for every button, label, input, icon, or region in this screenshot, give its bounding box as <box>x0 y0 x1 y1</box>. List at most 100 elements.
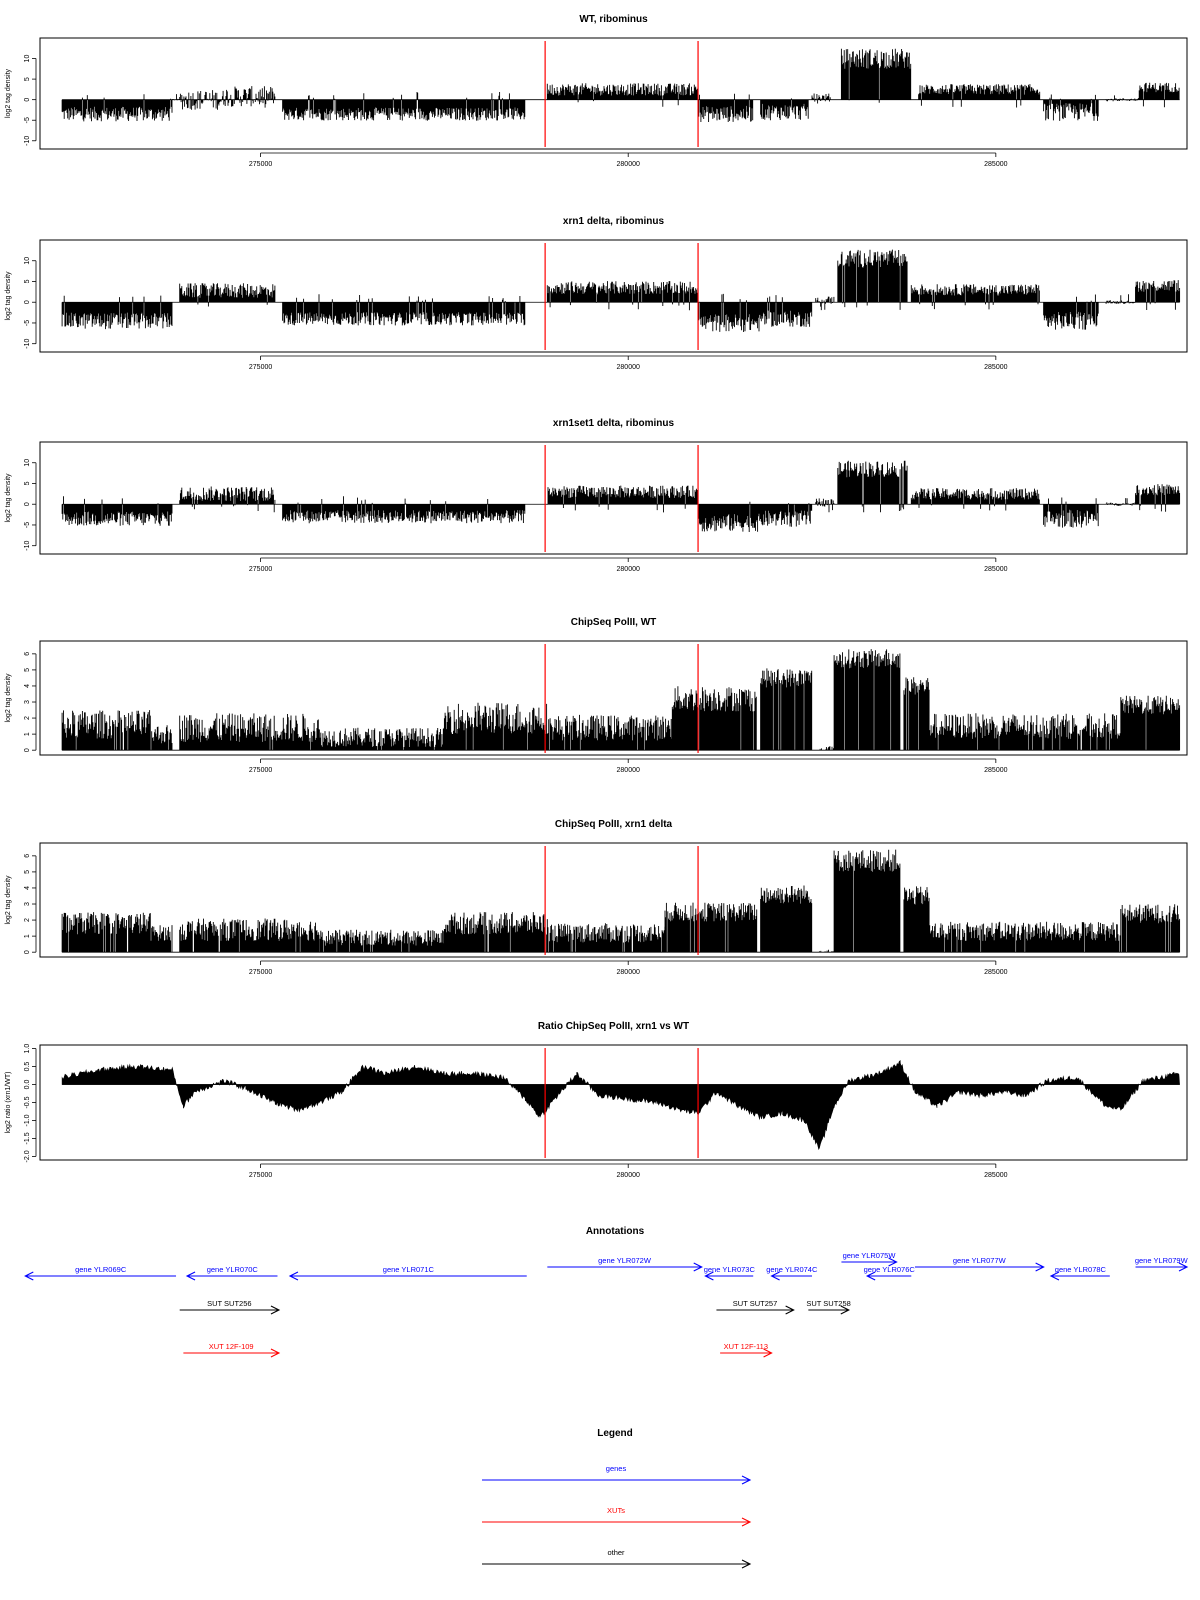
y-axis-label: log2 tag density <box>5 875 12 925</box>
signal-bars <box>61 249 1181 332</box>
x-tick-label: 280000 <box>617 566 640 573</box>
annotation-label: SUT SUT258 <box>806 1299 850 1308</box>
annotation-label: SUT SUT256 <box>207 1299 251 1308</box>
annotation-genes: gene YLR071C <box>288 1265 527 1281</box>
annotation-label: gene YLR079W <box>1135 1256 1189 1265</box>
signal-data <box>61 849 1181 953</box>
x-tick-label: 275000 <box>249 969 272 976</box>
y-axis-label: log2 tag density <box>5 271 12 321</box>
y-tick-label: 5 <box>24 870 31 874</box>
y-tick-label: 0 <box>24 748 31 752</box>
plot-frame <box>39 640 1188 756</box>
y-tick-label: 0 <box>24 300 31 304</box>
y-tick-label: 4 <box>24 886 31 890</box>
plot-frame <box>39 37 1188 150</box>
legend-arrow-head <box>741 1475 752 1485</box>
signal-data <box>61 1059 1180 1150</box>
annotation-arrow-head <box>865 1271 876 1281</box>
legend-arrow-head <box>741 1559 752 1569</box>
y-tick-label: -5 <box>24 320 31 326</box>
x-tick-label: 275000 <box>249 1172 272 1179</box>
y-tick-label: -2.0 <box>24 1150 31 1162</box>
annotation-genes: gene YLR079W <box>1135 1256 1189 1272</box>
annotation-arrow-head <box>785 1305 795 1315</box>
annotation-arrow-head <box>840 1305 851 1315</box>
signal-data <box>61 48 1180 122</box>
y-tick-label: 6 <box>24 854 31 858</box>
signal-bars <box>61 849 1181 953</box>
y-tick-label: 5 <box>24 279 31 283</box>
track-panel-4: ChipSeq PolII, WT log2 tag density 0 1 2 3 4 5 6… <box>5 617 1188 774</box>
annotation-genes: gene YLR077W <box>914 1256 1045 1272</box>
panel-title: Ratio ChipSeq PolII, xrn1 vs WT <box>538 1021 689 1032</box>
annotation-label: gene YLR072W <box>598 1256 652 1265</box>
signal-bars <box>61 48 1180 122</box>
annotations-title: Annotations <box>586 1226 645 1237</box>
x-tick-label: 285000 <box>984 364 1007 371</box>
annotation-genes: gene YLR074C <box>766 1265 818 1281</box>
y-tick-label: 1 <box>24 732 31 736</box>
signal-data <box>61 460 1181 532</box>
y-tick-label: 5 <box>24 668 31 672</box>
annotation-other: SUT SUT257 <box>716 1299 795 1315</box>
x-tick-label: 275000 <box>249 161 272 168</box>
ratio-area <box>61 1059 1180 1150</box>
x-tick-label: 280000 <box>617 969 640 976</box>
annotation-arrow-head <box>270 1305 281 1315</box>
y-tick-label: -10 <box>24 339 31 349</box>
annotation-arrow-head <box>288 1271 299 1281</box>
annotation-label: XUT 12F-113 <box>724 1342 768 1351</box>
annotation-arrow-head <box>24 1271 34 1281</box>
plot-frame <box>39 1044 1188 1161</box>
panel-title: xrn1set1 delta, ribominus <box>553 418 675 429</box>
y-axis-label: log2 tag density <box>5 673 12 723</box>
annotation-genes: gene YLR073C <box>704 1265 755 1281</box>
annotation-label: gene YLR076C <box>864 1265 916 1274</box>
annotation-arrow-head <box>1049 1271 1060 1281</box>
annotation-arrow-head <box>770 1271 780 1281</box>
panel-title: ChipSeq PolII, xrn1 delta <box>555 819 673 830</box>
y-tick-label: 1.0 <box>24 1044 31 1054</box>
y-tick-label: -1.5 <box>24 1132 31 1144</box>
legend-title: Legend <box>597 1428 633 1439</box>
panel-title: WT, ribominus <box>579 14 648 25</box>
legend-item-other: other <box>482 1548 752 1569</box>
y-tick-label: 1 <box>24 934 31 938</box>
track-panel-2: xrn1 delta, ribominus log2 tag density -10… <box>5 216 1188 371</box>
y-tick-label: 10 <box>24 55 31 63</box>
x-tick-label: 285000 <box>984 969 1007 976</box>
annotation-arrow-head <box>704 1271 714 1281</box>
y-tick-label: -10 <box>24 136 31 146</box>
annotation-label: gene YLR077W <box>953 1256 1007 1265</box>
annotation-label: XUT 12F-109 <box>209 1342 254 1351</box>
annotation-label: gene YLR069C <box>75 1265 127 1274</box>
annotation-genes: gene YLR076C <box>864 1265 916 1281</box>
annotation-xuts: XUT 12F-109 <box>183 1342 281 1358</box>
y-tick-label: 5 <box>24 481 31 485</box>
annotation-label: gene YLR070C <box>207 1265 259 1274</box>
legend-label: genes <box>606 1464 627 1473</box>
annotation-other: SUT SUT256 <box>179 1299 281 1315</box>
legend-label: XUTs <box>607 1506 625 1515</box>
x-tick-label: 285000 <box>984 161 1007 168</box>
y-tick-label: 0.5 <box>24 1062 31 1072</box>
y-tick-label: -5 <box>24 522 31 528</box>
y-tick-label: 0 <box>24 98 31 102</box>
plot-frame <box>39 842 1188 958</box>
y-tick-label: 5 <box>24 77 31 81</box>
y-tick-label: -0.5 <box>24 1096 31 1108</box>
y-tick-label: 3 <box>24 700 31 704</box>
signal-bars <box>61 460 1181 532</box>
annotation-genes: gene YLR069C <box>24 1265 177 1281</box>
y-axis-label: log2 tag density <box>5 473 12 523</box>
annotation-arrow-head <box>1178 1262 1189 1272</box>
y-tick-label: 2 <box>24 918 31 922</box>
annotation-arrow-head <box>888 1257 898 1267</box>
annotation-xuts: XUT 12F-113 <box>720 1342 773 1358</box>
annotation-label: gene YLR075W <box>843 1251 897 1260</box>
panel-title: ChipSeq PolII, WT <box>571 617 657 628</box>
panel-title: xrn1 delta, ribominus <box>563 216 665 227</box>
track-panel-1: WT, ribominus log2 tag density -10 -5 0 5 10 27… <box>5 14 1188 168</box>
y-tick-label: 3 <box>24 902 31 906</box>
